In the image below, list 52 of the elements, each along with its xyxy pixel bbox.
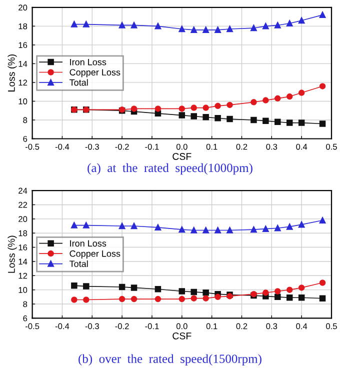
x-tick-label: 0.4	[296, 323, 308, 330]
y-axis-title: Loss (%)	[8, 54, 17, 92]
x-axis-title: CSF	[172, 153, 192, 160]
x-tick-label: -0.5	[25, 144, 40, 150]
y-tick-label: 12	[18, 272, 28, 279]
x-tick-label: -0.2	[115, 323, 129, 330]
x-tick-label: -0.1	[145, 144, 159, 150]
x-tick-label: 0.2	[236, 323, 248, 330]
x-axis-title: CSF	[172, 332, 192, 340]
x-tick-label: -0.1	[145, 323, 159, 330]
legend-label: Total	[70, 260, 88, 268]
y-tick-label: 6	[23, 136, 28, 142]
legend-label: Copper Loss	[70, 250, 120, 259]
x-tick-label: -0.3	[85, 144, 99, 150]
y-tick-label: 18	[18, 23, 28, 30]
x-tick-label: 0.0	[176, 144, 188, 150]
y-axis-title: Loss (%)	[8, 236, 17, 273]
legend-label: Iron Loss	[70, 58, 106, 66]
y-tick-label: 20	[18, 216, 28, 222]
text: (b) over the rated speed(1500rpm)	[78, 354, 262, 366]
x-tick-label: -0.4	[55, 323, 70, 330]
y-tick-label: 6	[23, 315, 28, 322]
y-tick-label: 10	[18, 98, 28, 104]
x-tick-label: 0.0	[176, 323, 188, 330]
y-tick-label: 12	[18, 80, 28, 86]
legend-label: Iron Loss	[70, 240, 106, 247]
x-tick-label: 0.5	[326, 323, 337, 330]
legend-label: Total	[70, 79, 88, 86]
y-tick-label: 16	[18, 244, 28, 250]
x-tick-label: 0.1	[206, 144, 218, 150]
x-tick-label: -0.2	[115, 144, 129, 150]
y-tick-label: 14	[18, 60, 28, 67]
text: (a) at the rated speed(1000pm)	[88, 163, 252, 175]
y-tick-label: 20	[18, 4, 28, 10]
y-tick-label: 10	[18, 287, 28, 293]
x-tick-label: 0.3	[266, 323, 278, 330]
x-tick-label: 0.5	[326, 144, 337, 150]
x-tick-label: 0.4	[296, 144, 308, 150]
x-tick-label: -0.4	[55, 144, 70, 150]
y-tick-label: 18	[18, 230, 28, 236]
x-tick-label: -0.5	[25, 323, 40, 330]
x-tick-label: 0.2	[236, 144, 248, 150]
x-tick-label: -0.3	[85, 323, 99, 330]
y-tick-label: 16	[18, 42, 28, 48]
y-tick-label: 8	[23, 117, 28, 124]
y-tick-label: 24	[18, 188, 28, 194]
y-tick-label: 8	[23, 301, 28, 308]
x-tick-label: 0.1	[206, 323, 218, 330]
x-tick-label: 0.3	[266, 144, 278, 150]
y-tick-label: 14	[18, 258, 28, 264]
y-tick-label: 22	[18, 202, 28, 208]
legend-label: Copper Loss	[70, 69, 120, 78]
